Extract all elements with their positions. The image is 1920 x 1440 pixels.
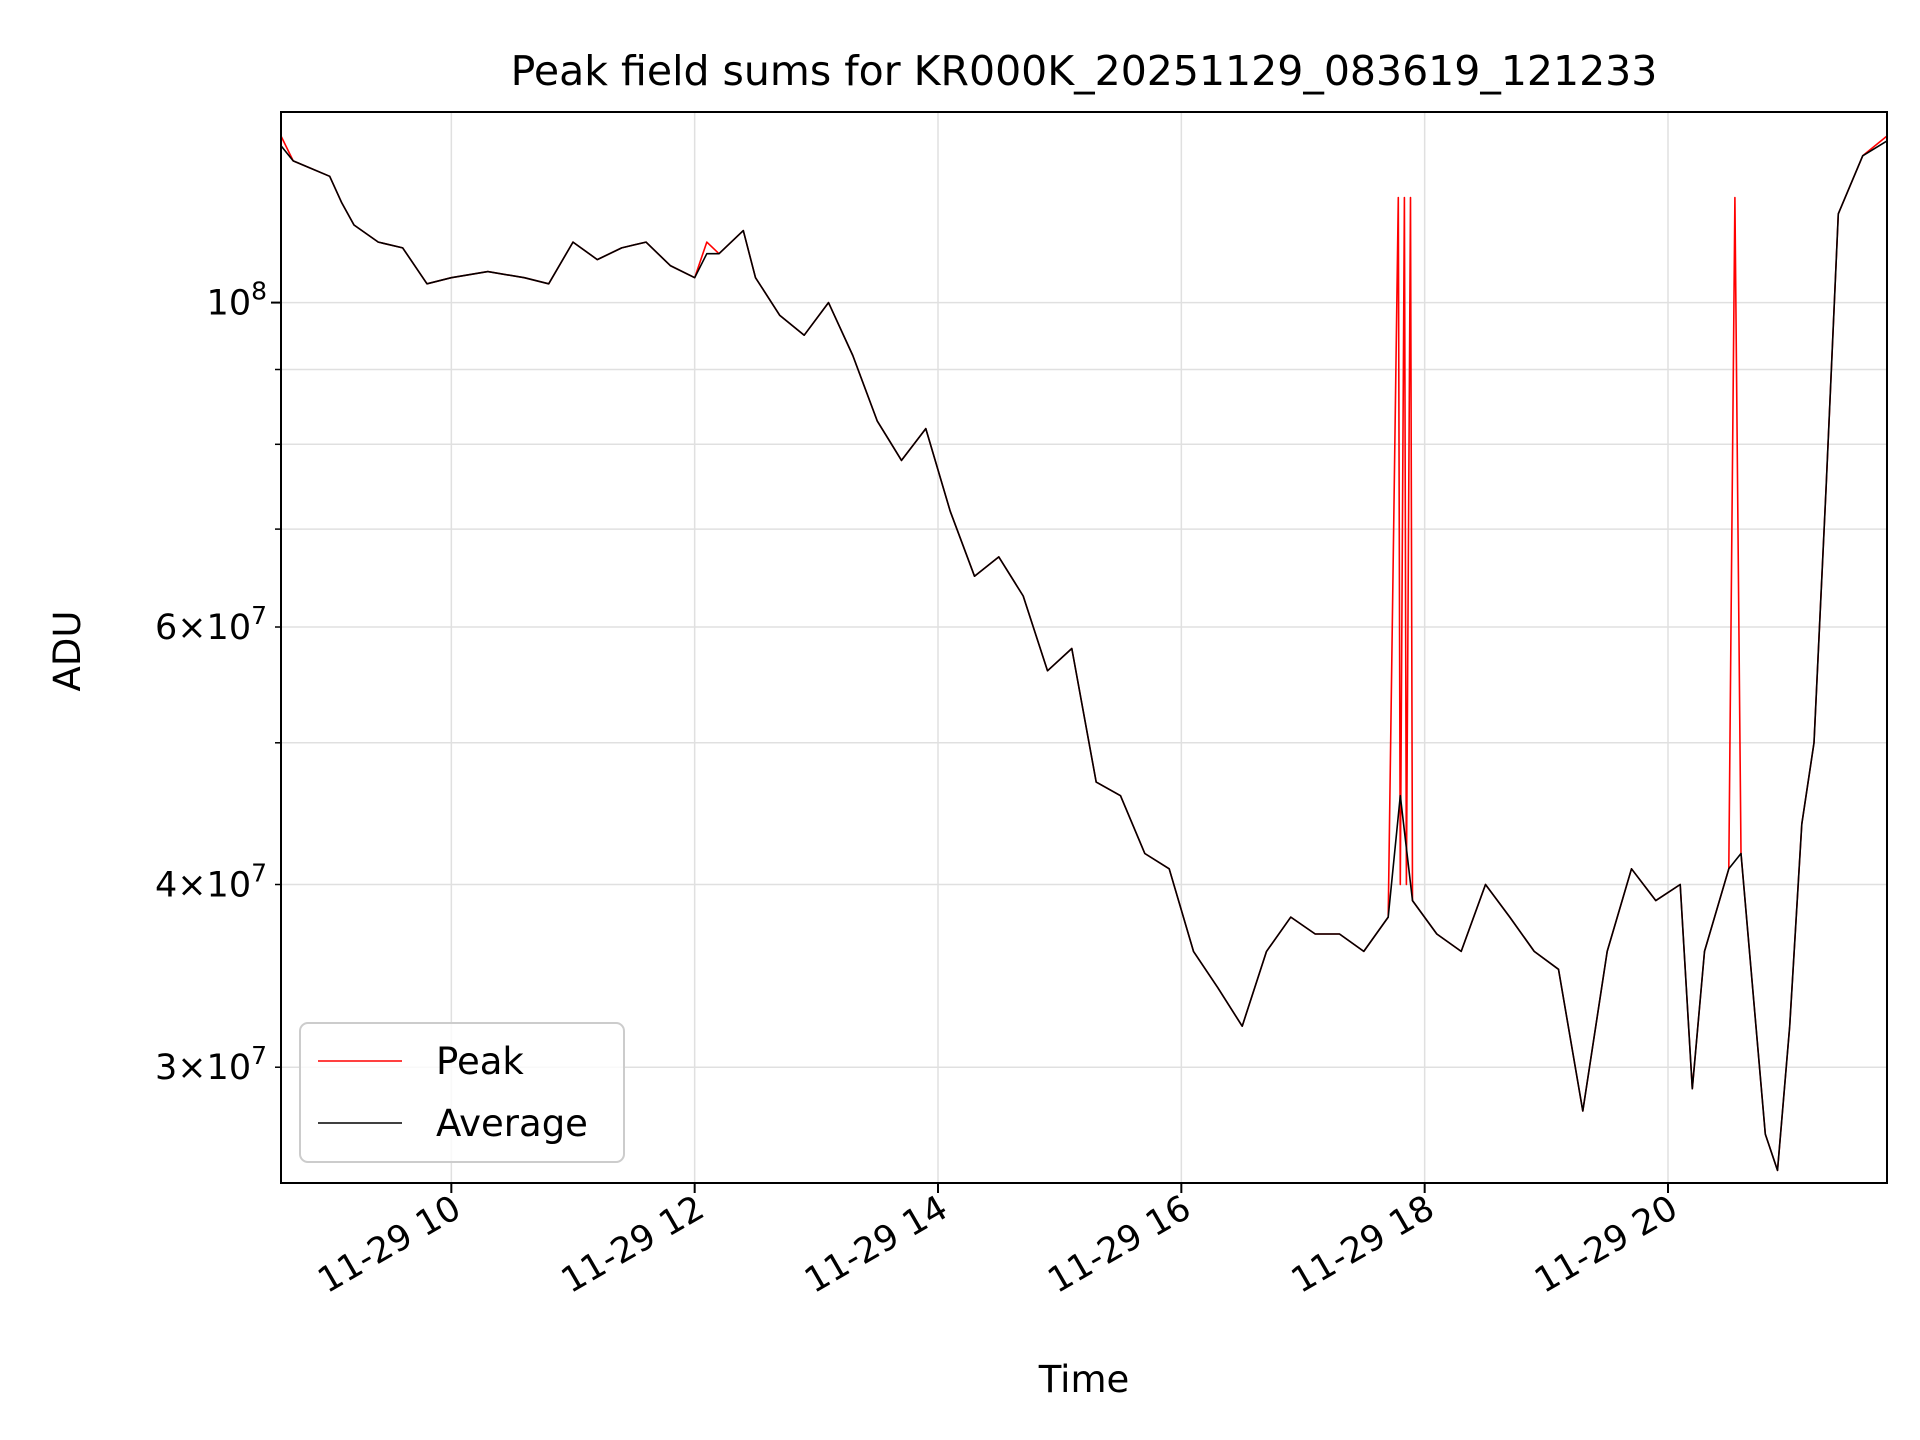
- y-axis-ticks: 108 3×107 4×107 6×107: [155, 277, 281, 1088]
- y-tick-label: 6×107: [155, 601, 267, 648]
- chart-title: Peak field sums for KR000K_20251129_0836…: [511, 47, 1658, 95]
- plot-frame: [280, 111, 1888, 1184]
- x-axis-label: Time: [1038, 1358, 1130, 1401]
- legend-label-average: Average: [436, 1102, 588, 1145]
- legend-label-peak: Peak: [436, 1040, 524, 1083]
- y-tick-label: 108: [207, 277, 267, 324]
- y-axis-label: ADU: [46, 611, 89, 692]
- y-tick-label: 4×107: [155, 859, 267, 906]
- series-layer: [280, 135, 1888, 1172]
- y-tick-label: 3×107: [155, 1041, 267, 1088]
- legend: Peak Average: [299, 1022, 625, 1163]
- series-line-average: [280, 140, 1888, 1172]
- legend-box: [299, 1022, 625, 1163]
